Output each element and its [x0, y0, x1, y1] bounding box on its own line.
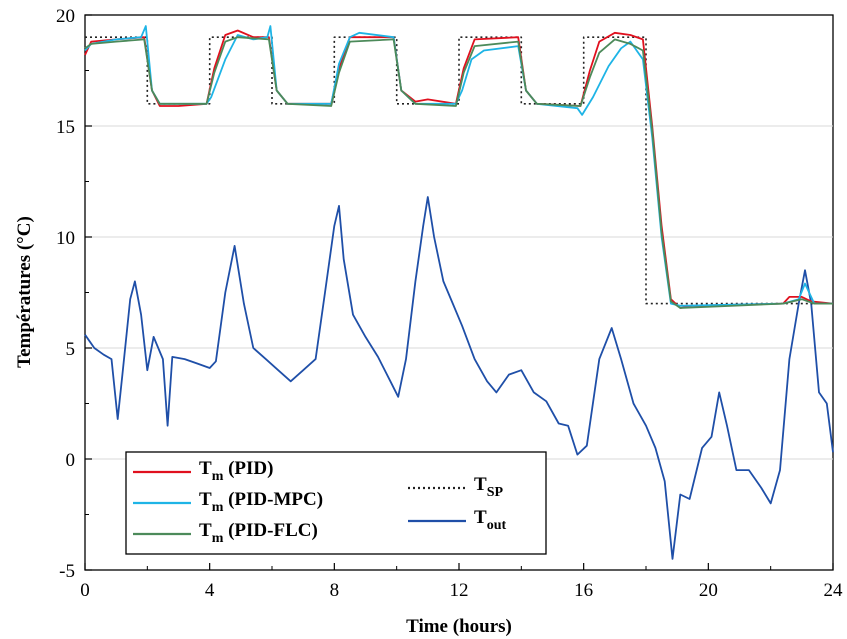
legend-entry: Tout [474, 507, 506, 533]
legend-entry: Tm (PID-MPC) [199, 489, 323, 515]
series-line-sp [85, 36, 833, 305]
x-tick-label: 8 [330, 580, 340, 601]
y-tick-label: 15 [56, 117, 75, 138]
legend-entry: TSP [474, 474, 503, 500]
series-group [84, 25, 834, 560]
legend-sub: m [212, 531, 224, 546]
legend-entry: Tm (PID) [199, 458, 274, 484]
legend-suffix: (PID-MPC) [223, 489, 323, 510]
y-tick-label: 10 [56, 228, 75, 249]
y-tick-label: 5 [66, 339, 76, 360]
legend-main: T [199, 458, 212, 479]
x-tick-label: 12 [450, 580, 469, 601]
legend-suffix: (PID) [223, 458, 273, 479]
legend-sub: m [212, 500, 224, 515]
legend-entry: Tm (PID-FLC) [199, 520, 318, 546]
series-line-out [84, 196, 834, 560]
legend-main: T [474, 474, 487, 495]
x-tick-label: 4 [205, 580, 215, 601]
legend-sub: m [212, 469, 224, 484]
x-tick-label: 24 [824, 580, 844, 601]
x-tick-label: 20 [699, 580, 718, 601]
x-tick-label: 16 [574, 580, 593, 601]
legend-main: T [199, 489, 212, 510]
y-tick-label: 20 [56, 6, 75, 27]
x-axis-label: Time (hours) [406, 616, 512, 637]
series-line-pid-flc [84, 36, 833, 309]
legend-main: T [199, 520, 212, 541]
x-tick-label: 0 [80, 580, 90, 601]
legend-sub: SP [487, 485, 504, 500]
y-tick-label: -5 [59, 561, 75, 582]
legend-suffix: (PID-FLC) [223, 520, 317, 541]
legend-sub: out [487, 518, 507, 533]
legend-main: T [474, 507, 487, 528]
legend-box [125, 451, 547, 555]
y-axis-label: Températures (°C) [14, 216, 35, 368]
y-tick-label: 0 [66, 450, 76, 471]
